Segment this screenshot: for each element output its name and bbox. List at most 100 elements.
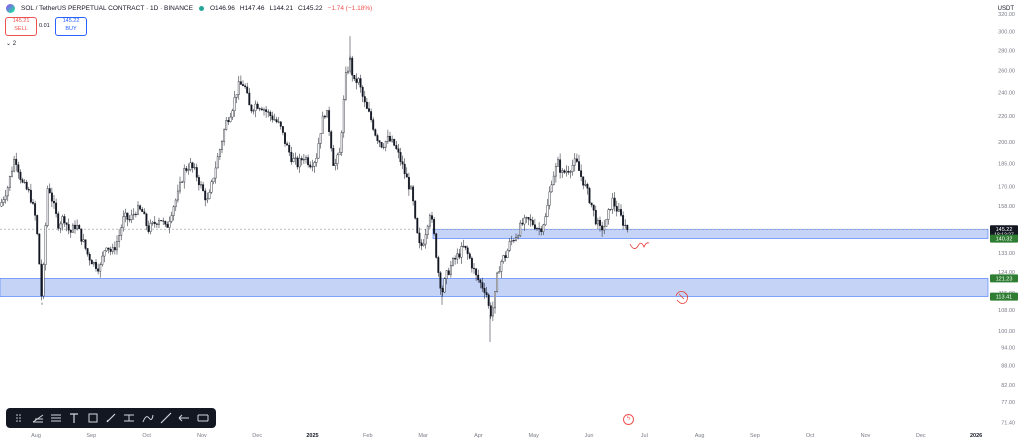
candle-body: [617, 209, 620, 212]
path-icon[interactable]: [141, 411, 155, 425]
candle-body: [573, 158, 576, 166]
price-tick: 82.00: [1001, 383, 1015, 389]
candle-body: [202, 184, 205, 192]
candle-body: [500, 261, 503, 272]
candle-body: [336, 154, 339, 164]
price-label: 113.41: [996, 295, 1012, 301]
candle-body: [32, 202, 34, 204]
candle-body: [624, 224, 627, 226]
candle-body: [151, 221, 154, 224]
candle-body: [599, 220, 601, 226]
candle-body: [596, 220, 599, 225]
candle-body: [437, 257, 440, 273]
candle-body: [74, 224, 76, 230]
drawings: [629, 242, 688, 304]
time-tick: Nov: [197, 433, 207, 439]
candle-body: [443, 278, 446, 293]
candle-body: [292, 158, 295, 163]
candle-body: [109, 249, 112, 252]
price-range-icon[interactable]: [122, 411, 136, 425]
parallel-lines-icon[interactable]: [49, 411, 63, 425]
candle-body: [359, 78, 362, 88]
candle-body: [256, 103, 259, 109]
support-zone[interactable]: [0, 278, 989, 297]
candle-body: [155, 223, 158, 225]
candle-body: [176, 190, 179, 201]
drag-handle-icon[interactable]: [12, 411, 26, 425]
candle-body: [19, 171, 22, 180]
candle-body: [445, 270, 448, 279]
candle-body: [462, 245, 465, 247]
hand-drawn-circle[interactable]: [675, 291, 688, 304]
currency-label[interactable]: USDT: [997, 6, 1014, 12]
fib-retracement-icon[interactable]: [31, 411, 45, 425]
candle-body: [38, 233, 41, 265]
candle-body: [193, 167, 196, 169]
candle-body: [168, 221, 171, 228]
candle-body: [571, 165, 574, 172]
buy-label: BUY: [65, 25, 77, 32]
candle-body: [615, 206, 618, 212]
candle-body: [277, 121, 280, 123]
candle-body: [250, 104, 253, 112]
candle-body: [307, 157, 310, 166]
symbol-header: SOL / TetherUS PERPETUAL CONTRACT · 1D ·…: [6, 4, 372, 13]
candle-body: [569, 171, 572, 173]
symbol-title[interactable]: SOL / TetherUS PERPETUAL CONTRACT · 1D ·…: [21, 5, 193, 12]
candle-body: [23, 181, 26, 183]
candle-body: [252, 110, 255, 112]
candle-body: [231, 110, 234, 118]
candle-body: [420, 242, 423, 246]
time-tick: Feb: [363, 433, 372, 439]
date-range-icon[interactable]: [196, 411, 210, 425]
price-tick: 88.00: [1001, 364, 1015, 370]
price-tick: 94.00: [1001, 346, 1015, 352]
candle-body: [435, 233, 438, 258]
candle-body: [80, 228, 83, 242]
price-tick: 185.00: [998, 161, 1015, 167]
candle-body: [284, 132, 286, 144]
indicators-toggle[interactable]: ⌄ 2: [6, 41, 17, 47]
rectangle-icon[interactable]: [86, 411, 100, 425]
candle-body: [4, 195, 7, 200]
candle-body: [386, 135, 389, 142]
close-value: C145.22: [297, 5, 323, 12]
price-label-bg: [990, 274, 1018, 283]
candle-body: [561, 170, 564, 173]
sell-button[interactable]: 145.21 SELL: [5, 17, 37, 36]
candle-body: [298, 158, 301, 168]
candle-body: [273, 119, 276, 121]
trend-line-icon[interactable]: [159, 411, 173, 425]
candle-body: [594, 210, 597, 225]
text-icon[interactable]: [67, 411, 81, 425]
buy-button[interactable]: 145.22 BUY: [55, 17, 87, 36]
support-zone[interactable]: [432, 228, 989, 239]
low-value: L144.21: [269, 5, 293, 12]
candle-body: [71, 224, 74, 233]
candle-body: [464, 245, 467, 249]
change-value: −1.74 (−1.18%): [327, 5, 373, 12]
candle-body: [342, 99, 345, 133]
candle-body: [145, 213, 148, 226]
brush-icon[interactable]: [104, 411, 118, 425]
candle-body: [319, 133, 322, 144]
arrow-icon[interactable]: [177, 411, 191, 425]
indicators-count: 2: [12, 41, 17, 47]
time-tick: Nov: [861, 433, 871, 439]
candle-body: [42, 264, 45, 297]
candle-body: [533, 224, 536, 229]
candle-body: [216, 156, 219, 169]
lightning-icon[interactable]: ϟ: [623, 414, 634, 425]
price-tick: 158.00: [998, 204, 1015, 210]
candle-body: [384, 141, 387, 148]
hand-drawn-curve[interactable]: [629, 242, 650, 249]
price-tick: 220.00: [998, 114, 1015, 120]
candle-body: [158, 220, 160, 225]
candle-body: [479, 279, 482, 283]
candle-body: [498, 271, 501, 274]
candle-body: [353, 74, 356, 80]
open-value: O146.96: [209, 5, 235, 12]
candle-body: [294, 157, 297, 159]
candle-body: [105, 247, 108, 252]
